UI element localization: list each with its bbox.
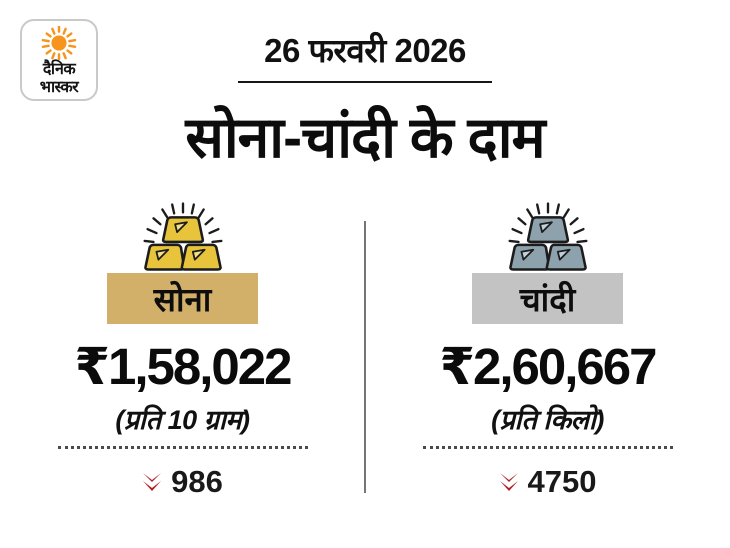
gold-change-value: 986 xyxy=(171,464,223,499)
silver-bars-icon xyxy=(507,202,588,271)
gold-change: 986 xyxy=(142,464,223,500)
silver-dotted-separator xyxy=(422,446,673,449)
date-label: 26 फरवरी 2026 xyxy=(238,27,492,83)
silver-panel: चांदी ₹2,60,667 (प्रति किलो) 4750 xyxy=(365,201,730,500)
sun-icon xyxy=(41,26,77,61)
date-block: 26 फरवरी 2026 xyxy=(0,0,730,83)
silver-unit: (प्रति किलो) xyxy=(491,405,604,435)
page-title: सोना-चांदी के दाम xyxy=(185,106,545,170)
silver-price: ₹2,60,667 xyxy=(439,338,657,395)
double-chevron-down-icon xyxy=(499,473,518,491)
brand-name-line2: भास्कर xyxy=(39,78,79,96)
silver-change-value: 4750 xyxy=(527,464,597,499)
gold-dotted-separator xyxy=(57,446,308,449)
gold-bars-icon xyxy=(142,202,223,271)
silver-label-badge: चांदी xyxy=(472,273,623,324)
vertical-divider xyxy=(364,221,366,493)
brand-name: दैनिक भास्कर xyxy=(39,61,79,96)
gold-label-badge: सोना xyxy=(107,273,258,324)
gold-panel: सोना ₹1,58,022 (प्रति 10 ग्राम) 986 xyxy=(0,201,365,500)
double-chevron-down-icon xyxy=(143,473,162,491)
silver-change: 4750 xyxy=(499,464,597,500)
brand-name-line1: दैनिक xyxy=(42,61,76,79)
brand-logo: दैनिक भास्कर xyxy=(20,19,98,101)
price-panels: सोना ₹1,58,022 (प्रति 10 ग्राम) 986 xyxy=(0,201,730,500)
gold-unit: (प्रति 10 ग्राम) xyxy=(115,405,250,435)
gold-price: ₹1,58,022 xyxy=(74,338,292,395)
